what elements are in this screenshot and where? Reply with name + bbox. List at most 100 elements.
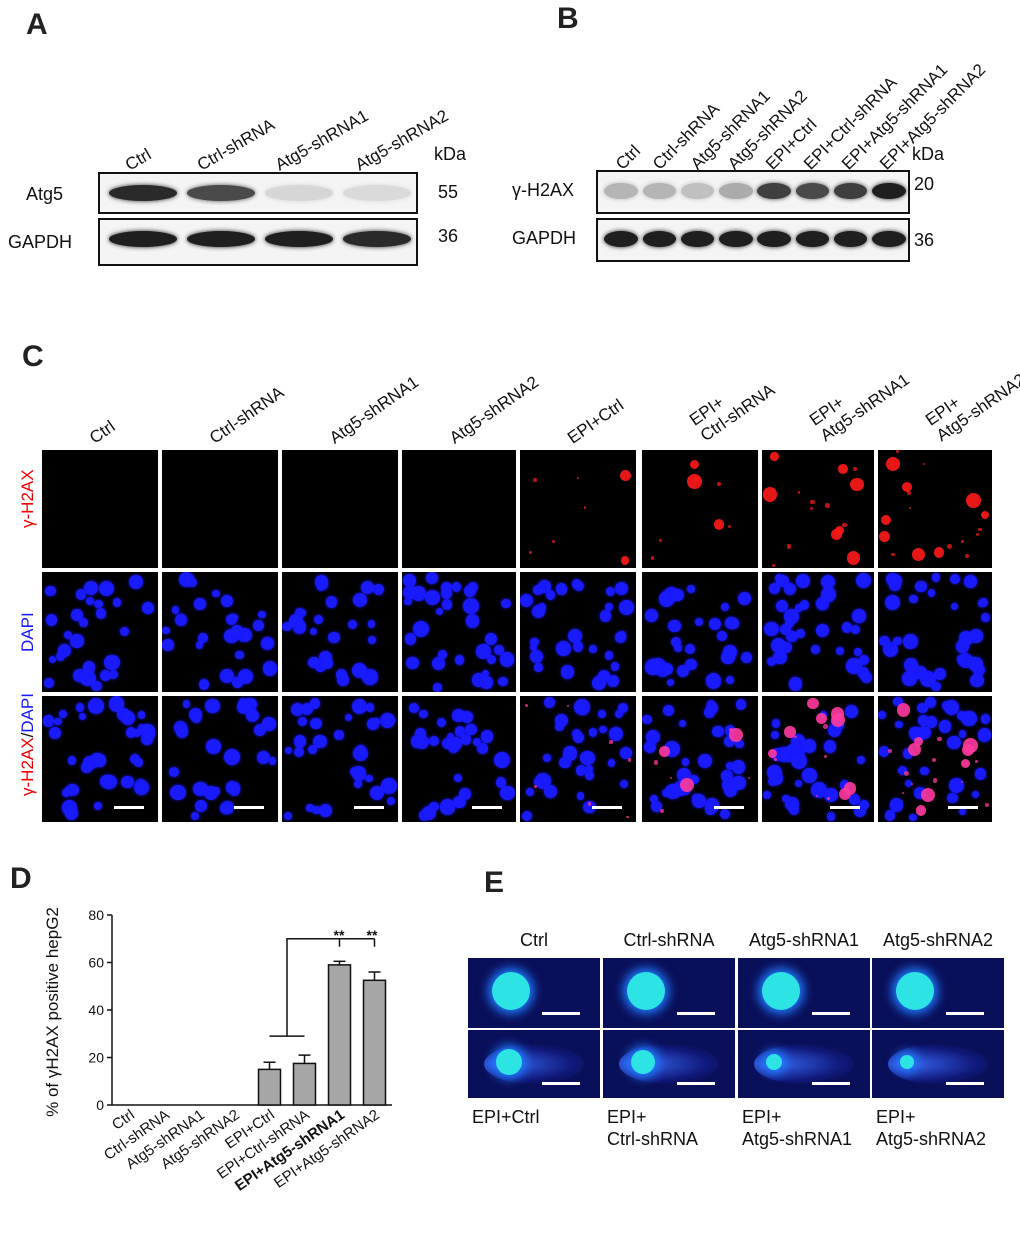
nucleus <box>728 618 740 629</box>
h2ax-focus <box>852 466 858 471</box>
nucleus <box>480 730 493 743</box>
nucleus <box>892 696 903 707</box>
nucleus <box>100 670 112 682</box>
micrograph-tile <box>762 572 874 692</box>
nucleus <box>45 585 56 597</box>
h2ax-focus <box>650 556 655 560</box>
nucleus <box>282 621 292 632</box>
nucleus <box>530 643 538 651</box>
nucleus <box>82 661 96 674</box>
nucleus <box>820 574 836 590</box>
nucleus <box>56 652 66 662</box>
nucleus <box>403 585 417 600</box>
nucleus <box>855 572 871 588</box>
nucleus <box>544 785 557 798</box>
h2ax-focus <box>810 499 815 505</box>
nucleus <box>978 728 992 742</box>
nucleus <box>645 659 661 675</box>
nucleus <box>337 674 349 686</box>
nucleus <box>959 808 967 816</box>
nucleus <box>108 696 125 712</box>
nucleus <box>605 586 615 596</box>
micrograph-tile <box>642 450 758 568</box>
nucleus <box>354 780 363 789</box>
nucleus <box>351 766 367 781</box>
nucleus <box>351 662 367 679</box>
micrograph-tile <box>282 450 398 568</box>
nucleus <box>177 614 186 623</box>
nucleus <box>336 668 348 681</box>
nucleus <box>162 639 174 651</box>
nucleus <box>796 573 810 588</box>
nucleus <box>379 713 395 729</box>
merge-label-h2ax: γ-H2AX <box>18 737 37 796</box>
h2ax-focus <box>583 506 587 509</box>
nucleus <box>120 626 130 636</box>
nucleus <box>882 642 898 658</box>
nucleus <box>352 593 367 608</box>
blot-band <box>342 231 412 247</box>
h2ax-focus <box>784 726 796 738</box>
h2ax-focus <box>937 737 942 742</box>
nucleus <box>555 722 564 732</box>
nucleus <box>903 634 918 650</box>
blot-band <box>719 183 753 199</box>
nucleus <box>902 671 917 686</box>
comet-head <box>762 972 800 1010</box>
nucleus <box>723 735 736 747</box>
nucleus <box>83 581 99 596</box>
h2ax-focus <box>965 492 981 508</box>
nucleus <box>931 573 941 582</box>
significance-marker: ** <box>367 927 378 943</box>
nucleus <box>917 702 928 713</box>
h2ax-focus <box>816 713 828 724</box>
comet-top-label: Atg5-shRNA2 <box>882 930 994 950</box>
nucleus <box>658 591 675 607</box>
nucleus <box>763 790 772 799</box>
nucleus <box>974 768 987 780</box>
nucleus <box>795 604 803 613</box>
micrograph-tile <box>878 450 992 568</box>
nucleus <box>684 644 695 655</box>
nucleus <box>766 656 777 667</box>
nucleus <box>386 796 395 805</box>
nucleus <box>70 634 84 648</box>
nucleus <box>314 614 324 624</box>
nucleus <box>802 768 817 783</box>
nucleus <box>794 746 805 757</box>
nucleus <box>325 596 338 608</box>
scale-bar <box>714 806 744 809</box>
nucleus <box>53 717 62 726</box>
nucleus <box>426 572 439 585</box>
nucleus <box>433 683 442 692</box>
nucleus <box>129 575 143 589</box>
nucleus <box>285 747 293 755</box>
nucleus <box>529 650 543 664</box>
h2ax-focus <box>827 797 830 800</box>
comet-top-label: Ctrl-shRNA <box>623 930 715 950</box>
nucleus <box>461 710 474 723</box>
nucleus <box>288 614 303 629</box>
nucleus <box>879 635 890 647</box>
comet-label-line: Atg5-shRNA2 <box>876 1129 987 1149</box>
nucleus <box>704 804 716 816</box>
nucleus <box>345 713 353 721</box>
panel-a-atg5-kda: 55 <box>438 182 459 202</box>
nucleus <box>453 774 462 783</box>
comet-tile <box>872 1030 1004 1098</box>
nucleus <box>614 582 628 596</box>
nucleus <box>75 703 85 712</box>
nucleus <box>800 600 810 610</box>
nucleus <box>293 735 307 749</box>
blot-band <box>264 185 334 201</box>
nucleus <box>230 613 238 622</box>
nucleus <box>205 739 221 754</box>
nucleus <box>670 636 682 648</box>
blot-band <box>642 183 677 199</box>
h2ax-focus <box>902 792 905 795</box>
column-header-line: Ctrl <box>86 416 119 448</box>
nucleus <box>958 631 973 646</box>
micrograph-tile <box>762 450 874 568</box>
panel-b-gapdh-label: GAPDH <box>512 228 577 248</box>
nucleus <box>731 775 747 791</box>
